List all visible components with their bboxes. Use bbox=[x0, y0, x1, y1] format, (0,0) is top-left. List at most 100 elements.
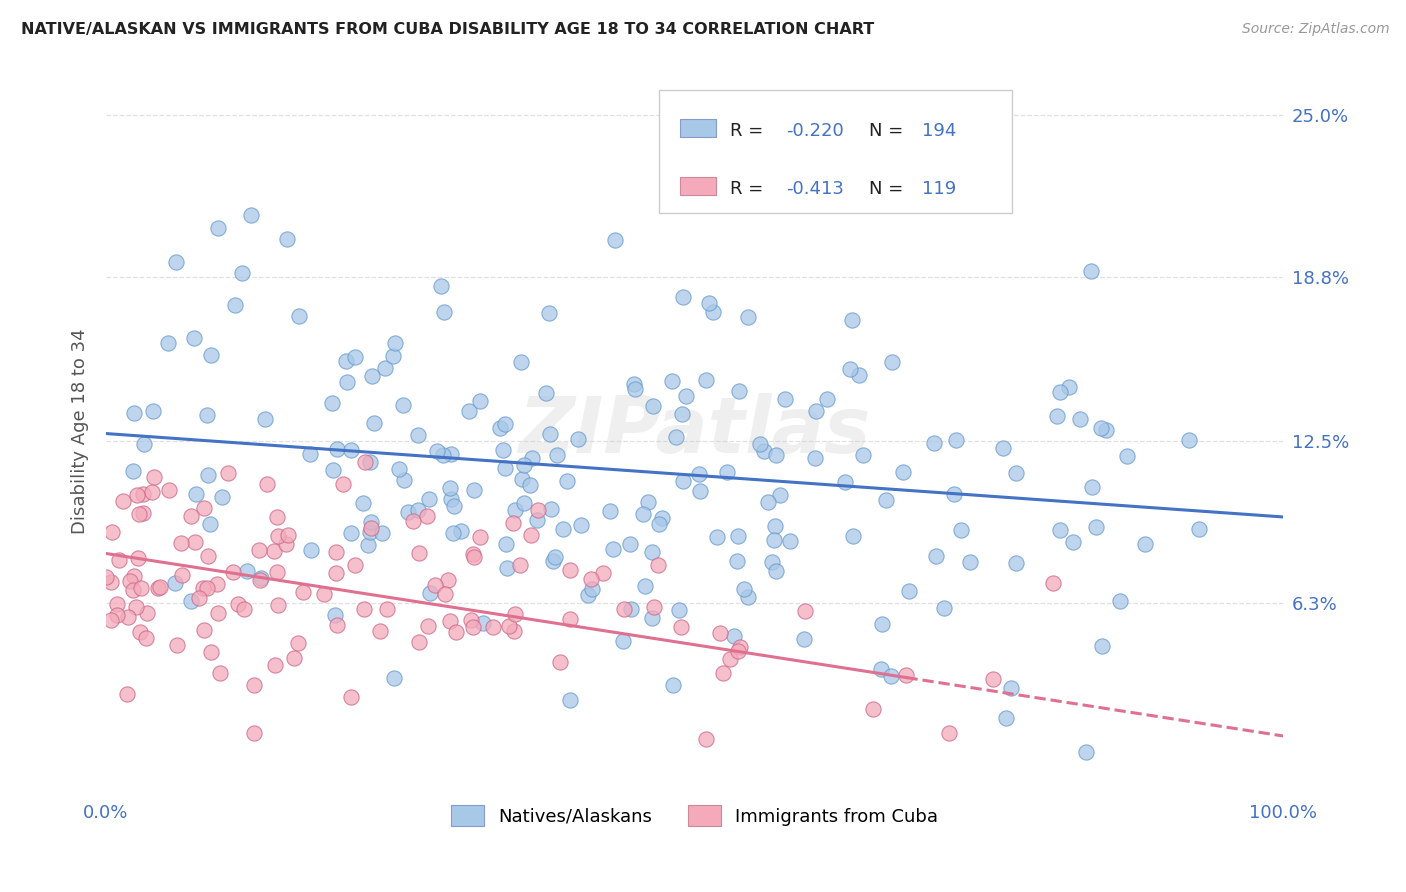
Point bbox=[848, 368, 870, 382]
Point bbox=[1178, 433, 1201, 447]
Point bbox=[105, 598, 128, 612]
Text: 194: 194 bbox=[922, 122, 956, 140]
Point bbox=[118, 574, 141, 589]
Point bbox=[661, 374, 683, 388]
Point bbox=[166, 639, 188, 653]
Point bbox=[1090, 421, 1112, 435]
Point bbox=[326, 618, 349, 632]
Point bbox=[793, 632, 815, 647]
Point bbox=[371, 525, 394, 540]
Point bbox=[384, 335, 406, 350]
Point bbox=[763, 519, 786, 533]
Point bbox=[1116, 450, 1139, 464]
Point bbox=[695, 732, 717, 747]
Point bbox=[426, 444, 449, 458]
Point bbox=[463, 549, 485, 564]
Point bbox=[520, 528, 543, 542]
Point bbox=[1095, 423, 1118, 437]
Point bbox=[266, 565, 288, 579]
Bar bbox=[681, 119, 716, 137]
Point bbox=[546, 448, 568, 462]
Point bbox=[641, 545, 664, 559]
Point bbox=[267, 598, 290, 612]
Point bbox=[509, 558, 531, 572]
Point bbox=[581, 572, 603, 586]
Point bbox=[132, 506, 155, 520]
Y-axis label: Disability Age 18 to 34: Disability Age 18 to 34 bbox=[72, 328, 89, 533]
Point bbox=[207, 606, 229, 620]
Point bbox=[195, 408, 218, 422]
Point bbox=[115, 687, 138, 701]
Point bbox=[256, 476, 278, 491]
Point bbox=[492, 443, 515, 458]
Point bbox=[804, 451, 827, 466]
Point bbox=[581, 582, 603, 596]
Point bbox=[135, 631, 157, 645]
Point bbox=[870, 616, 893, 631]
Point bbox=[647, 558, 669, 572]
Point bbox=[359, 524, 381, 539]
Point bbox=[200, 645, 222, 659]
Point bbox=[299, 542, 322, 557]
Point bbox=[368, 624, 391, 639]
Point bbox=[217, 466, 239, 480]
Point bbox=[211, 491, 233, 505]
Point bbox=[509, 354, 531, 368]
Point bbox=[624, 382, 647, 396]
Point bbox=[193, 500, 215, 515]
Point bbox=[396, 505, 419, 519]
Point bbox=[1005, 466, 1028, 480]
Point bbox=[503, 503, 526, 517]
Point bbox=[336, 375, 359, 389]
Point bbox=[1133, 537, 1156, 551]
Point bbox=[520, 450, 543, 465]
Point bbox=[502, 516, 524, 530]
Point bbox=[249, 573, 271, 587]
Point bbox=[253, 411, 276, 425]
Point bbox=[323, 608, 346, 623]
Point bbox=[841, 313, 863, 327]
Point bbox=[276, 537, 298, 551]
Point bbox=[633, 508, 655, 522]
Point bbox=[569, 518, 592, 533]
Point bbox=[207, 221, 229, 235]
Point bbox=[321, 396, 343, 410]
Point bbox=[706, 530, 728, 544]
Point bbox=[1000, 681, 1022, 696]
Point bbox=[544, 549, 567, 564]
Point bbox=[335, 354, 357, 368]
Point bbox=[322, 463, 344, 477]
Point bbox=[727, 529, 749, 543]
Point bbox=[242, 677, 264, 691]
Point bbox=[463, 483, 485, 497]
Legend: Natives/Alaskans, Immigrants from Cuba: Natives/Alaskans, Immigrants from Cuba bbox=[441, 797, 948, 835]
Point bbox=[340, 690, 363, 704]
Point bbox=[457, 404, 479, 418]
Point bbox=[344, 351, 367, 365]
Point bbox=[1049, 523, 1071, 537]
Point bbox=[1080, 264, 1102, 278]
Point bbox=[343, 558, 366, 572]
Point bbox=[408, 427, 430, 442]
Point bbox=[325, 545, 347, 559]
Point bbox=[1074, 745, 1097, 759]
Point bbox=[187, 591, 209, 606]
Point bbox=[534, 385, 557, 400]
Point bbox=[1085, 519, 1108, 533]
Point bbox=[702, 304, 724, 318]
Point bbox=[263, 544, 285, 558]
Point bbox=[675, 389, 697, 403]
Point bbox=[543, 554, 565, 568]
Point bbox=[402, 514, 425, 528]
Point bbox=[730, 187, 752, 202]
Point bbox=[224, 298, 246, 312]
FancyBboxPatch shape bbox=[659, 90, 1012, 213]
Point bbox=[439, 481, 461, 495]
Point bbox=[733, 582, 755, 596]
Point bbox=[875, 493, 897, 508]
Point bbox=[416, 619, 439, 633]
Point bbox=[839, 362, 862, 376]
Point bbox=[249, 571, 271, 585]
Point bbox=[122, 582, 145, 597]
Point bbox=[418, 491, 440, 506]
